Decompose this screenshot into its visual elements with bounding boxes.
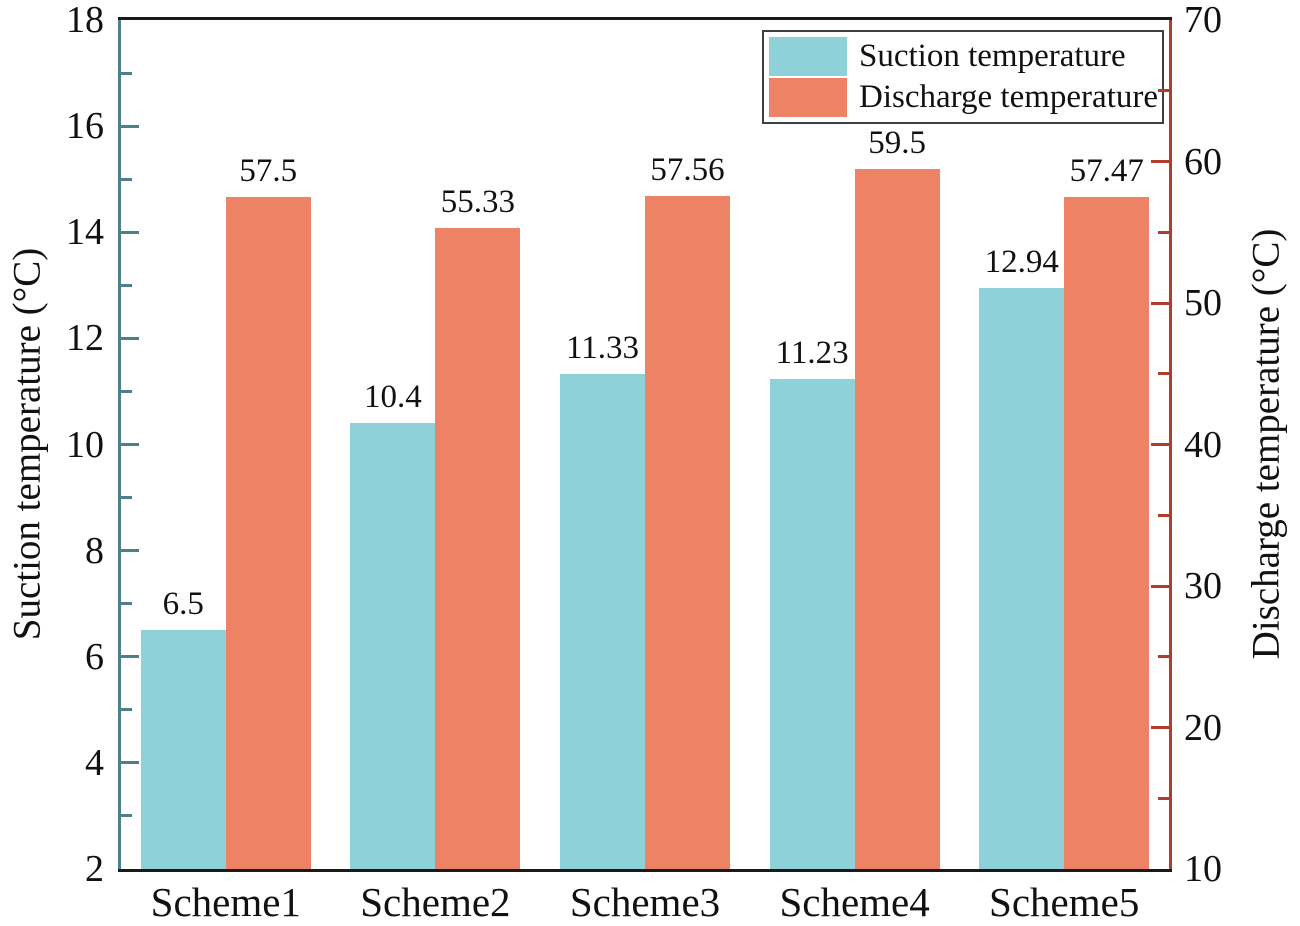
discharge-legend-swatch	[769, 78, 847, 117]
category-label-scheme4: Scheme4	[779, 879, 930, 925]
right-axis-major-tick	[1151, 584, 1169, 588]
right-tick-label: 40	[1184, 423, 1222, 466]
bar-discharge-scheme2	[435, 227, 521, 869]
bar-suction-scheme1	[140, 630, 226, 869]
legend-row-discharge: Discharge temperature	[769, 77, 1158, 118]
right-axis-minor-tick	[1158, 513, 1169, 517]
right-axis-major-tick	[1151, 301, 1169, 305]
left-tick-label: 18	[66, 0, 104, 41]
legend: Suction temperature Discharge temperatur…	[762, 30, 1164, 124]
left-axis-minor-tick	[121, 496, 132, 500]
bar-value-label: 11.33	[565, 329, 640, 366]
right-axis-major-tick	[1151, 726, 1169, 729]
right-tick-label: 30	[1184, 565, 1222, 607]
bar-suction-scheme2	[350, 423, 436, 869]
suction-legend-swatch	[769, 37, 847, 76]
bar-value-label: 6.5	[162, 586, 204, 623]
category-label-scheme1: Scheme1	[150, 879, 301, 925]
right-axis-minor-tick	[1158, 230, 1169, 234]
right-tick-label: 50	[1184, 282, 1222, 324]
left-axis-major-tick	[121, 549, 139, 553]
right-tick-label: 20	[1184, 706, 1222, 749]
left-tick-label: 16	[66, 105, 104, 148]
bar-value-label: 11.23	[775, 335, 849, 372]
left-axis-minor-tick	[121, 389, 132, 393]
right-tick-label: 70	[1184, 0, 1222, 41]
left-axis-minor-tick	[121, 177, 132, 181]
category-label-scheme3: Scheme3	[569, 879, 721, 925]
left-axis-major-tick	[121, 443, 139, 446]
left-axis-major-tick	[121, 230, 139, 234]
bar-value-label: 12.94	[984, 244, 1059, 281]
left-axis-major-tick	[121, 761, 139, 765]
left-axis-minor-tick	[121, 71, 132, 75]
legend-row-suction: Suction temperature	[769, 36, 1154, 77]
suction-legend-label: Suction temperature	[859, 38, 1126, 74]
left-axis-minor-tick	[121, 283, 132, 287]
left-tick-label: 12	[66, 317, 104, 360]
bar-value-label: 57.56	[650, 152, 725, 189]
bar-suction-scheme4	[769, 379, 855, 869]
category-label-scheme5: Scheme5	[989, 879, 1140, 925]
left-tick-label: 14	[66, 211, 104, 254]
bar-suction-scheme3	[560, 373, 645, 869]
left-tick-label: 4	[85, 741, 104, 784]
discharge-legend-label: Discharge temperature	[859, 79, 1158, 115]
left-axis-minor-tick	[121, 708, 132, 712]
right-axis-minor-tick	[1158, 655, 1169, 659]
left-tick-label: 8	[85, 529, 104, 572]
bar-suction-scheme5	[979, 288, 1065, 869]
right-axis-minor-tick	[1158, 372, 1169, 376]
left-axis-major-tick	[121, 124, 139, 128]
left-axis-minor-tick	[121, 602, 132, 606]
bar-value-label: 10.4	[364, 379, 422, 416]
right-axis-major-tick	[1151, 443, 1169, 446]
bar-discharge-scheme4	[854, 168, 940, 869]
right-axis-minor-tick	[1158, 89, 1169, 93]
bar-value-label: 55.33	[440, 183, 516, 220]
left-spine	[118, 20, 121, 869]
left-tick-label: 6	[85, 635, 104, 678]
top-spine	[118, 17, 1172, 20]
right-spine	[1169, 20, 1172, 869]
bottom-spine	[118, 869, 1172, 872]
left-tick-label: 2	[85, 848, 104, 890]
bar-value-label: 57.5	[239, 152, 298, 189]
right-axis-major-tick	[1151, 160, 1169, 163]
category-label-scheme2: Scheme2	[360, 879, 511, 925]
left-axis-major-tick	[121, 336, 139, 340]
left-tick-label: 10	[66, 423, 104, 466]
left-axis-major-tick	[121, 655, 139, 659]
right-axis-minor-tick	[1158, 796, 1169, 800]
left-axis-minor-tick	[121, 814, 132, 818]
bar-discharge-scheme5	[1064, 197, 1150, 869]
right-tick-label: 60	[1184, 140, 1222, 183]
bar-value-label: 57.47	[1069, 153, 1144, 190]
bar-discharge-scheme3	[645, 196, 730, 869]
right-tick-label: 10	[1184, 848, 1222, 890]
bar-discharge-scheme1	[225, 196, 311, 869]
bar-value-label: 59.5	[868, 124, 926, 161]
